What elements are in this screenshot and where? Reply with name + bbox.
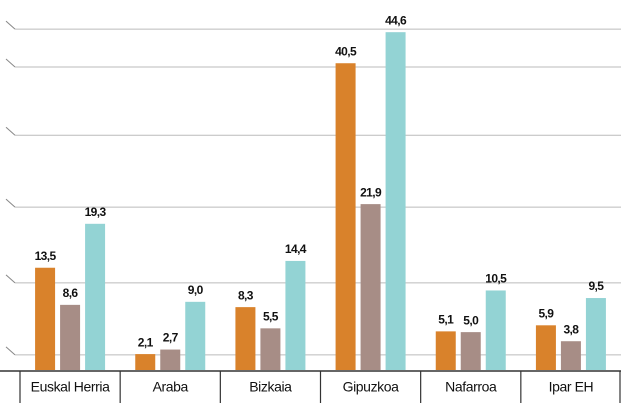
value-label: 10,5 [485,272,507,286]
bar [285,260,306,370]
x-tick-label: Ipar EH [549,379,594,395]
bar [535,325,556,370]
value-label: 5,0 [463,313,479,327]
x-tick-label: Gipuzkoa [343,379,400,395]
bar [185,301,206,370]
tick-mark [5,274,16,284]
bar [260,328,281,370]
bar [85,223,106,370]
value-label: 2,7 [163,331,179,345]
value-label: 21,9 [360,185,382,199]
tick-mark [5,58,16,68]
value-label: 9,5 [588,279,604,293]
bar [560,341,581,370]
tick-mark [5,126,16,136]
value-label: 19,3 [85,205,107,219]
tick-mark [5,346,16,356]
value-label: 5,1 [438,313,454,327]
value-label: 5,5 [263,310,279,324]
value-label: 14,4 [285,242,307,256]
bar [135,354,156,370]
tick-mark [5,198,16,208]
bar [335,63,356,371]
value-label: 8,3 [238,288,254,302]
x-tick-label: Araba [153,379,189,395]
x-tick-label: Bizkaia [249,379,292,395]
value-label: 9,0 [188,283,204,297]
bar [235,307,256,370]
value-label: 40,5 [335,44,357,58]
tick-mark [5,20,16,30]
value-label: 2,1 [138,335,154,349]
value-label: 3,8 [563,322,579,336]
bar [160,349,181,370]
bar [360,204,381,370]
value-label: 5,9 [538,306,554,320]
bar [585,298,606,370]
value-label: 13,5 [35,249,57,263]
bar [35,267,56,370]
bar [485,290,506,370]
x-tick-label: Euskal Herria [31,379,110,395]
bar [435,331,456,370]
x-tick-label: Nafarroa [445,379,497,395]
value-label: 44,6 [385,13,407,27]
value-label: 8,6 [63,286,79,300]
bar [385,32,406,371]
bar [460,332,481,370]
bar [60,304,81,370]
